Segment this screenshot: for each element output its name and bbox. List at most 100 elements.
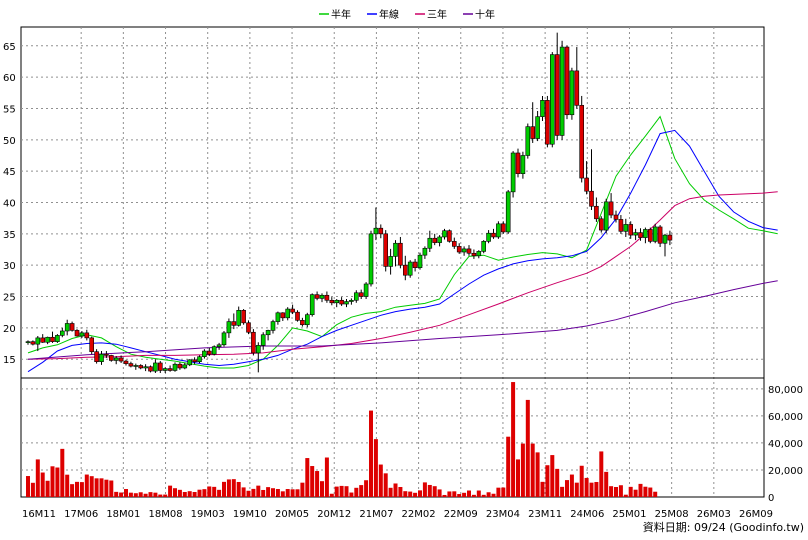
candle-body (133, 365, 139, 367)
volume-bar (50, 466, 55, 497)
volume-bar (315, 471, 320, 497)
volume-bar (109, 480, 114, 497)
candle-body (221, 332, 227, 346)
candle-body (69, 323, 75, 331)
candle-body (549, 54, 555, 145)
candle-body (618, 219, 624, 232)
volume-bar (614, 486, 618, 497)
candle-body (373, 227, 379, 235)
data-date-note: 資料日期: 09/24 (Goodinfo.tw) (643, 520, 804, 534)
volume-bar (275, 489, 280, 497)
candle-body (30, 341, 36, 345)
candle-body (378, 227, 384, 235)
candle-body (236, 310, 241, 326)
time-tick-label: 20M12 (317, 509, 351, 520)
candle-body (324, 294, 330, 301)
volume-bar (560, 486, 565, 497)
volume-bar (569, 474, 574, 497)
candle-body (79, 332, 85, 337)
candle-body (329, 299, 335, 304)
volume-bar (623, 494, 628, 497)
candle-body (202, 350, 207, 357)
time-tick-label: 17M06 (64, 509, 98, 520)
volume-bar (628, 486, 633, 497)
volume-bar (501, 487, 506, 497)
volume-bar (280, 491, 285, 497)
candle-body (628, 224, 634, 236)
volume-bar (427, 484, 432, 497)
volume-bar (496, 487, 501, 497)
candle-body (476, 251, 482, 257)
volume-bar (177, 489, 182, 497)
volume-bar (148, 492, 153, 497)
legend-label: 三年 (427, 8, 447, 21)
candle-body (540, 100, 545, 117)
volume-bar (359, 485, 364, 497)
candle-body (270, 321, 276, 331)
time-tick-label: 26M03 (697, 509, 731, 520)
candle-body (398, 242, 403, 266)
candle-body (84, 332, 90, 339)
candle-body (231, 321, 237, 326)
volume-bar (251, 488, 256, 497)
ma-line-半年 (27, 115, 778, 369)
volume-bar (555, 468, 560, 497)
legend-label: 年線 (379, 8, 399, 21)
volume-tick-label: 0 (768, 493, 774, 504)
volume-bar (403, 491, 408, 497)
candle-body (226, 321, 232, 334)
candle-body (496, 223, 501, 238)
candle-body (59, 330, 65, 336)
volume-bar (540, 481, 545, 497)
time-tick-label: 20M05 (275, 509, 309, 520)
candle-body (260, 334, 266, 346)
candle-body (334, 299, 340, 304)
volume-bar (79, 482, 84, 497)
volume-bar (310, 466, 315, 497)
candle-body (55, 335, 60, 342)
volume-bar (584, 477, 589, 497)
volume-bar (231, 479, 236, 497)
price-tick-label: 20 (3, 324, 16, 335)
candle-body (491, 232, 496, 238)
volume-bar (413, 492, 418, 497)
volume-bar (324, 457, 329, 497)
volume-bar (226, 479, 231, 497)
candle-body (638, 232, 643, 238)
volume-bar (354, 487, 359, 497)
candle-body (574, 70, 580, 106)
candle-body (50, 336, 55, 342)
volume-bar (192, 491, 197, 497)
volume-bar (599, 451, 604, 497)
volume-bar (261, 489, 266, 497)
candle-body (402, 264, 408, 276)
price-tick-label: 60 (3, 73, 16, 84)
candle-body (211, 346, 217, 355)
candle-body (172, 363, 178, 371)
time-tick-label: 22M09 (444, 509, 478, 520)
volume-bar (94, 478, 99, 497)
volume-bar (119, 492, 124, 497)
price-tick-label: 55 (3, 104, 16, 115)
volume-bar (643, 486, 648, 497)
volume-bar (329, 493, 334, 497)
candle-body (153, 362, 158, 372)
candle-body (177, 363, 183, 369)
candle-body (295, 311, 300, 321)
candle-body (128, 363, 134, 367)
candle-body (74, 330, 80, 337)
volume-axis: 0 20,000 40,000 60,000 80,000 (768, 385, 803, 504)
price-tick-label: 65 (3, 42, 16, 53)
volume-bar (65, 474, 70, 497)
ma-line-十年 (27, 280, 778, 360)
volume-bar (114, 491, 119, 497)
volume-grid (21, 377, 764, 471)
candle-body (481, 241, 487, 252)
candle-body (109, 355, 114, 361)
candle-body (246, 322, 251, 333)
candle-body (162, 368, 168, 371)
candle-body (608, 201, 614, 216)
candle-body (255, 345, 261, 354)
volume-tick-label: 60,000 (768, 412, 803, 423)
volume-bar (168, 485, 173, 497)
